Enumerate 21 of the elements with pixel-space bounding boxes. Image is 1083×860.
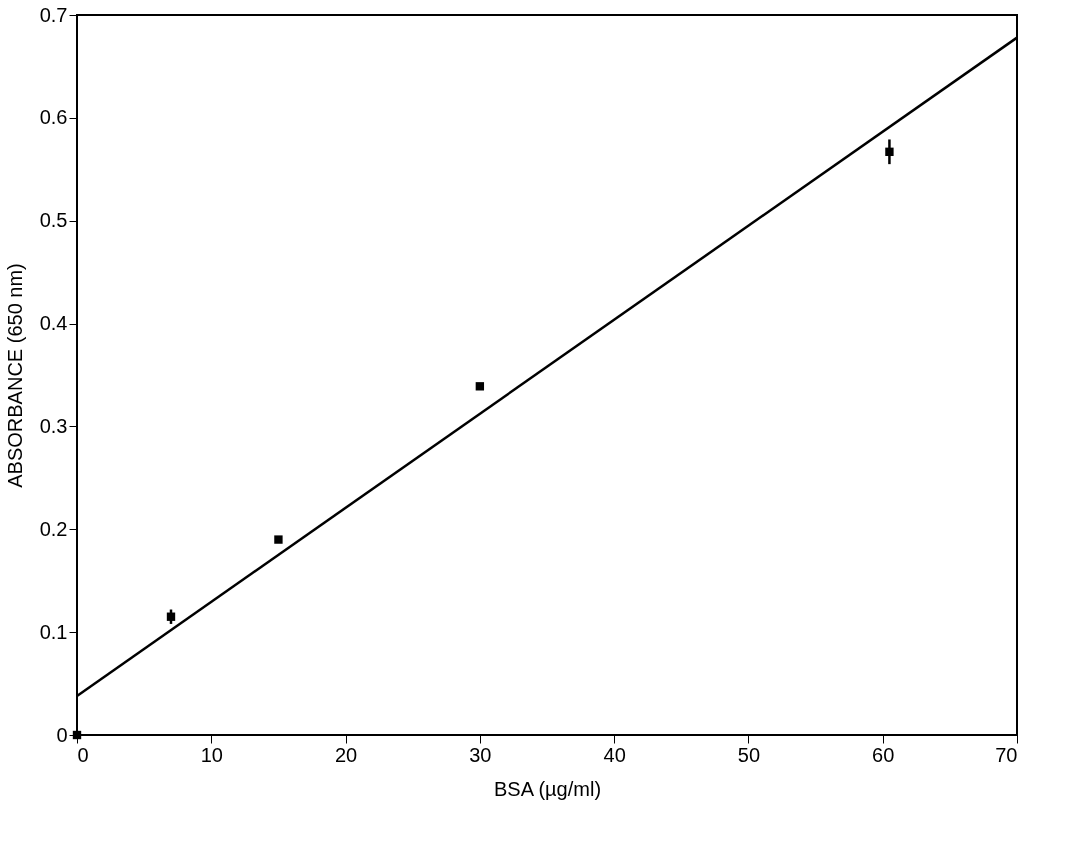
x-axis-title: BSA (µg/ml) [493, 777, 602, 800]
y-tick-label: 0.7 [39, 3, 68, 26]
y-tick-label: 0.4 [39, 312, 68, 335]
y-tick-label: 0.3 [39, 414, 68, 437]
x-tick-label: 20 [334, 743, 358, 766]
x-tick-label: 60 [872, 743, 895, 766]
y-tick-label: 0.6 [39, 106, 68, 129]
point [475, 382, 485, 391]
x-tick-label: 40 [603, 743, 626, 766]
point [274, 535, 283, 544]
point [72, 730, 82, 740]
y-tick-label: 0.5 [39, 209, 68, 232]
y-axis-title: ABSORBANCE (650 nm) [3, 263, 26, 488]
x-tick-label: 70 [995, 743, 1018, 766]
x-tick-label: 30 [469, 743, 492, 766]
y-tick-label: 0 [56, 723, 68, 746]
y-tick-label: 0.2 [39, 517, 68, 540]
y-tick-label: 0.1 [39, 620, 68, 643]
x-tick-label: 50 [737, 743, 761, 766]
x-tick-label: 10 [200, 743, 223, 766]
x-tick-label: 0 [77, 743, 89, 766]
